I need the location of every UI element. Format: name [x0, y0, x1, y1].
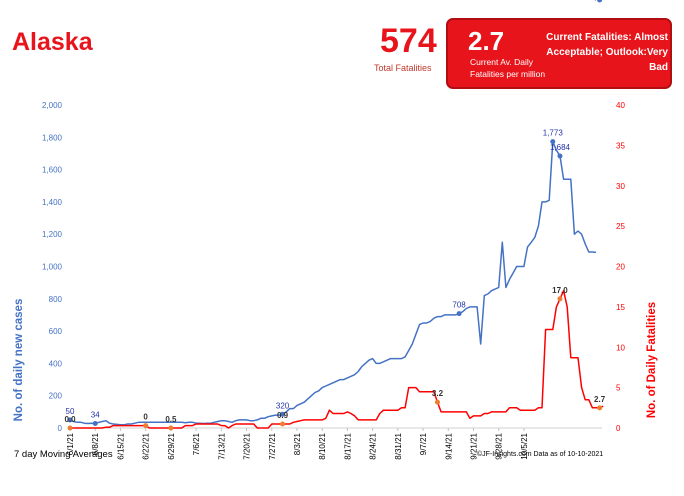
y2-tick-label: 35 [616, 141, 625, 150]
cases-data-point [456, 311, 462, 317]
y-tick-label: 1,000 [42, 263, 63, 272]
cases-series-line [69, 140, 597, 426]
fatalities-data-point [143, 423, 149, 429]
x-tick-label: 6/8/21 [91, 432, 100, 455]
x-tick-label: 7/27/21 [268, 432, 277, 459]
fatalities-data-point [168, 425, 174, 431]
y-tick-label: 1,400 [42, 198, 63, 207]
cases-data-label: 34 [91, 410, 100, 419]
y2-axis-title: No. of Daily Fatalities [646, 302, 658, 418]
x-tick-label: 6/15/21 [116, 432, 125, 459]
fatalities-data-point [434, 399, 440, 405]
y-tick-label: 1,800 [42, 133, 63, 142]
cases-data-label: 1,087 [590, 0, 611, 2]
y2-tick-label: 5 [616, 384, 621, 393]
cases-data-label: 50 [66, 407, 75, 416]
x-tick-label: 8/10/21 [318, 432, 327, 459]
x-tick-label: 8/3/21 [293, 432, 302, 455]
y2-tick-label: 10 [616, 343, 625, 352]
y2-tick-label: 15 [616, 303, 625, 312]
cases-data-point [550, 139, 556, 145]
current-fatalities-badge: 2.7 Current Fatalities: Almost Acceptabl… [446, 18, 672, 89]
y-tick-label: 800 [49, 295, 63, 304]
x-tick-label: 8/17/21 [343, 432, 352, 459]
fatalities-data-point [597, 405, 603, 411]
fatalities-data-point [67, 425, 73, 431]
x-tick-label: 7/6/21 [192, 432, 201, 455]
cases-data-point [557, 153, 563, 159]
x-tick-label: 10/5/21 [520, 432, 529, 459]
y2-tick-label: 40 [616, 101, 625, 110]
fatalities-data-label: 0.5 [165, 415, 177, 424]
fatalities-data-label: 2.7 [594, 395, 606, 404]
fatalities-data-label: 0 [143, 413, 148, 422]
y-axis-title: No. of daily new cases [13, 299, 25, 422]
y-tick-label: 1,600 [42, 166, 63, 175]
cases-data-point [92, 420, 98, 426]
chart-axes: 02004006008001,0001,2001,4001,6001,8002,… [42, 101, 625, 460]
y-tick-label: 200 [49, 392, 63, 401]
y2-tick-label: 30 [616, 182, 625, 191]
x-tick-label: 7/13/21 [217, 432, 226, 459]
fatalities-data-label: 17.0 [552, 286, 568, 295]
y2-tick-label: 20 [616, 263, 625, 272]
cases-data-label: 1,773 [543, 129, 564, 138]
fatalities-data-label: 0.0 [64, 415, 76, 424]
y-tick-label: 600 [49, 327, 63, 336]
current-fatalities-label: Current Av. Daily Fatalities per million [470, 57, 546, 79]
y2-tick-label: 25 [616, 222, 625, 231]
fatalities-series-line [70, 289, 604, 429]
fatalities-data-label: 0.9 [277, 411, 289, 420]
page-title: Alaska [12, 28, 93, 56]
cases-data-label: 320 [276, 401, 290, 410]
cases-data-point [67, 417, 73, 423]
x-tick-label: 9/28/21 [495, 432, 504, 459]
y2-tick-label: 0 [616, 424, 621, 433]
x-tick-label: 9/7/21 [419, 432, 428, 455]
fatalities-data-point [280, 421, 286, 427]
x-tick-label: 9/21/21 [470, 432, 479, 459]
y-tick-label: 0 [58, 424, 63, 433]
y-tick-label: 1,200 [42, 230, 63, 239]
chart-data-labels: 50 34 320 708 1,773 1,684 1,087 0.0 0 0.5 0.9 3.2 17… [64, 0, 610, 424]
cases-data-point [280, 411, 286, 417]
x-tick-label: 7/20/21 [243, 432, 252, 459]
cases-data-point [597, 0, 603, 3]
footer-note: 7 day Moving Averages [14, 449, 113, 460]
footer-credit: ©JF-Insights.com Data as of 10-10-2021 [477, 451, 604, 458]
fatalities-data-label: 3.2 [432, 389, 444, 398]
fatalities-data-point [557, 296, 563, 302]
total-fatalities-value: 574 [380, 22, 437, 60]
x-tick-label: 9/14/21 [444, 432, 453, 459]
x-tick-label: 6/22/21 [142, 432, 151, 459]
y-tick-label: 400 [49, 359, 63, 368]
cases-data-label: 1,684 [550, 143, 571, 152]
x-tick-label: 6/29/21 [167, 432, 176, 459]
x-tick-label: 6/1/21 [66, 432, 75, 455]
chart-series [67, 0, 604, 431]
y-tick-label: 2,000 [42, 101, 63, 110]
current-fatalities-value: 2.7 [468, 26, 505, 56]
x-tick-label: 8/24/21 [369, 432, 378, 459]
cases-data-label: 708 [452, 301, 466, 310]
current-status-text: Current Fatalities: Almost Acceptable; O… [546, 32, 668, 73]
x-tick-label: 8/31/21 [394, 432, 403, 459]
total-fatalities-label: Total Fatalities [374, 63, 432, 73]
